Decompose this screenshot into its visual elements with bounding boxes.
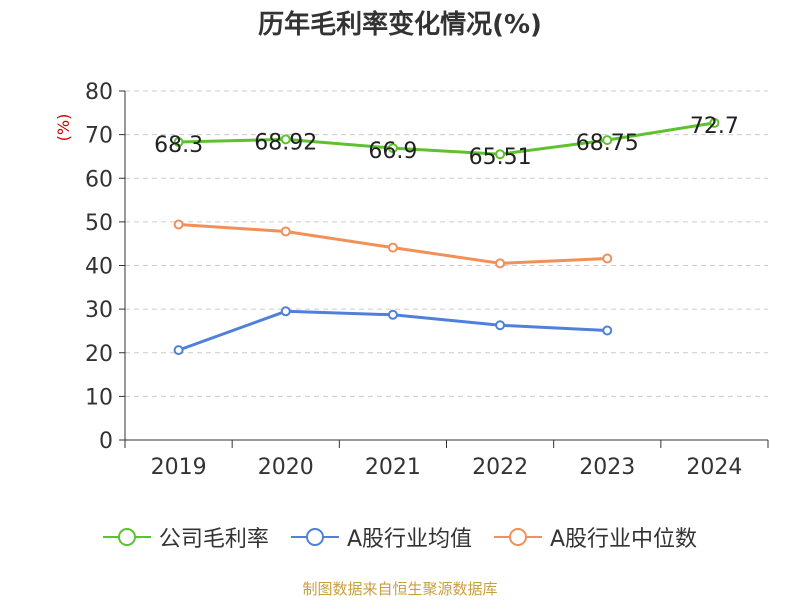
x-tick-label: 2020 [258, 455, 314, 480]
y-tick-label: 20 [85, 342, 113, 367]
data-label: 66.9 [368, 139, 417, 164]
y-tick-label: 60 [85, 167, 113, 192]
y-tick-label: 10 [85, 385, 113, 410]
data-point[interactable] [495, 320, 506, 331]
data-point[interactable] [602, 253, 613, 264]
data-point[interactable] [173, 345, 184, 356]
data-point[interactable] [387, 242, 398, 253]
data-point[interactable] [280, 226, 291, 237]
legend-marker-icon [290, 528, 339, 546]
data-point[interactable] [280, 134, 291, 145]
legend-label: A股行业均值 [346, 527, 472, 552]
x-tick-label: 2024 [686, 455, 742, 480]
legend: 公司毛利率 A股行业均值 A股行业中位数 [0, 520, 800, 554]
data-label: 68.92 [254, 130, 317, 155]
data-point[interactable] [495, 149, 506, 160]
data-point[interactable] [387, 309, 398, 320]
y-tick-label: 30 [85, 298, 113, 323]
data-point[interactable] [173, 137, 184, 148]
data-point[interactable] [280, 306, 291, 317]
legend-item-industry-median[interactable]: A股行业中位数 [494, 521, 697, 553]
legend-marker-icon [102, 528, 151, 546]
data-point[interactable] [709, 117, 720, 128]
y-tick-label: 70 [85, 124, 113, 149]
legend-marker-icon [494, 528, 542, 546]
source-note: 制图数据来自恒生聚源数据库 [302, 580, 498, 598]
data-point[interactable] [602, 135, 613, 146]
data-point[interactable] [173, 219, 184, 230]
data-label: 68.3 [154, 133, 203, 158]
y-tick-label: 80 [85, 80, 113, 105]
data-point[interactable] [602, 325, 613, 336]
x-tick-label: 2022 [472, 455, 528, 480]
data-label: 68.75 [576, 131, 639, 156]
x-tick-label: 2021 [365, 455, 421, 480]
legend-item-industry-mean[interactable]: A股行业均值 [290, 521, 472, 553]
data-label: 65.51 [469, 145, 532, 170]
data-point[interactable] [387, 143, 398, 154]
legend-label: A股行业中位数 [550, 527, 698, 552]
legend-label: 公司毛利率 [158, 527, 269, 552]
chart-title: 历年毛利率变化情况(%) [258, 10, 542, 40]
y-tick-label: 0 [99, 429, 113, 454]
y-tick-label: 40 [85, 255, 113, 280]
x-tick-label: 2019 [151, 455, 207, 480]
series-line [178, 121, 715, 156]
y-axis-label: (%) [54, 114, 73, 142]
x-tick-label: 2023 [579, 455, 635, 480]
y-tick-label: 50 [85, 211, 113, 236]
legend-item-company[interactable]: 公司毛利率 [102, 521, 269, 553]
data-label: 72.7 [690, 114, 739, 139]
data-point[interactable] [495, 258, 506, 269]
